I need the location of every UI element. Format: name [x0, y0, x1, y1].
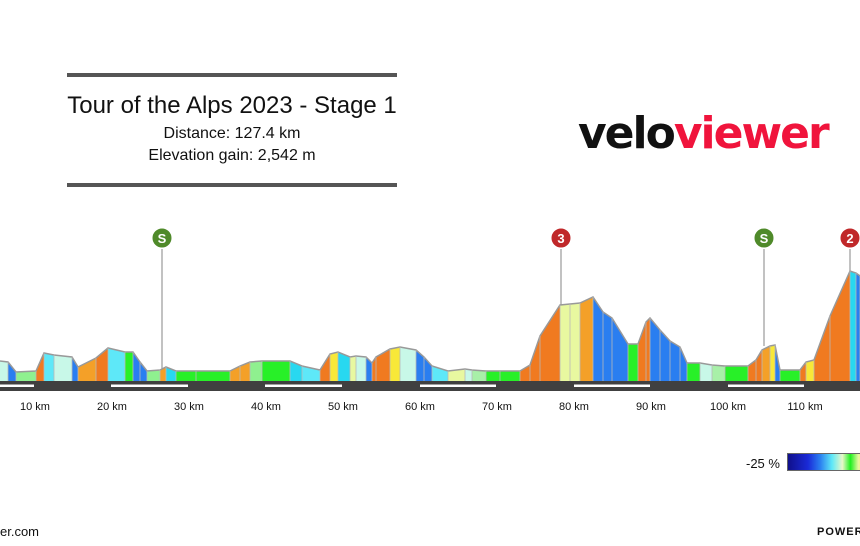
legend-min-label: -25 %	[746, 456, 780, 471]
x-tick-label: 100 km	[709, 401, 747, 413]
elevation-gain-label: Elevation gain: 2,542 m	[148, 147, 316, 164]
sprint-marker-1[interactable]: S	[151, 227, 173, 369]
logo-velo: velo	[578, 108, 676, 159]
climb-marker-cat3[interactable]: 3	[550, 227, 572, 305]
x-tick-label: 10 km	[20, 401, 50, 413]
footer-url[interactable]: er.com	[0, 524, 40, 539]
page-title: Tour of the Alps 2023 - Stage 1	[67, 92, 397, 119]
title-rule-bottom	[67, 183, 397, 187]
svg-text:2: 2	[846, 231, 853, 246]
gradient-legend-bar	[787, 453, 860, 471]
veloviewer-logo: veloviewer	[578, 108, 830, 159]
x-tick-label: 60 km	[405, 401, 435, 413]
svg-text:S: S	[760, 231, 769, 246]
svg-text:3: 3	[557, 231, 564, 246]
elevation-profile: S 3 S 2	[0, 227, 860, 391]
x-tick-label: 110 km	[787, 401, 823, 413]
svg-text:S: S	[158, 231, 167, 246]
sprint-marker-2[interactable]: S	[753, 227, 775, 346]
climb-marker-cat2[interactable]: 2	[839, 227, 860, 271]
footer-powered-by: POWERE	[817, 526, 860, 538]
distance-label: Distance: 127.4 km	[163, 125, 301, 142]
x-tick-label: 40 km	[251, 401, 281, 413]
title-rule-top	[67, 73, 397, 77]
x-tick-label: 90 km	[636, 401, 666, 413]
gradient-bands	[0, 271, 860, 381]
x-tick-label: 30 km	[174, 401, 204, 413]
scale-bar-dashes	[0, 384, 804, 387]
x-tick-label: 70 km	[482, 401, 512, 413]
logo-viewer: viewer	[673, 108, 830, 159]
x-tick-label: 50 km	[328, 401, 358, 413]
x-tick-label: 80 km	[559, 401, 589, 413]
segment-dividers	[7, 271, 860, 381]
x-tick-label: 20 km	[97, 401, 127, 413]
